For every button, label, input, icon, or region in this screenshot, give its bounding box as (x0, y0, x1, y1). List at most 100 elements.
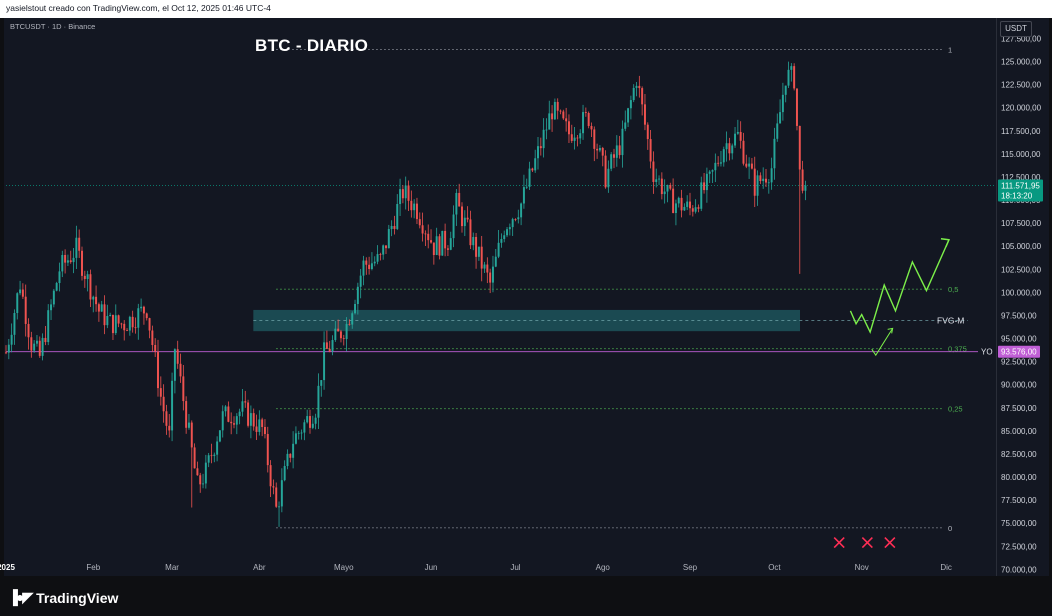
candle-body (16, 293, 19, 313)
candle-body (86, 274, 89, 280)
candle-body (638, 85, 641, 89)
candle-body (75, 237, 78, 258)
candle-body (30, 337, 33, 351)
currency-button[interactable]: USDT (1000, 21, 1032, 37)
candle-body (13, 312, 16, 335)
candle-body (669, 185, 672, 189)
candle-body (790, 66, 793, 70)
candle-body (514, 219, 517, 220)
candle-body (500, 239, 503, 243)
candle-body (418, 219, 421, 226)
candle-body (556, 101, 559, 111)
candle-body (309, 416, 311, 428)
candle-body (725, 143, 728, 150)
candle-body (508, 227, 511, 230)
candle-body (354, 303, 357, 314)
candle-body (719, 162, 722, 164)
candle-body (148, 318, 151, 331)
candle-body (269, 465, 272, 487)
candle-body (50, 304, 53, 311)
candle-body (27, 323, 30, 338)
cross-mark (833, 537, 845, 549)
candle-body (804, 185, 807, 191)
candle-body (469, 219, 472, 246)
candle-body (553, 101, 556, 120)
candle-body (618, 145, 621, 156)
candle-body (444, 230, 447, 249)
y-tick-label: 107.500,00 (1001, 219, 1042, 228)
candle-body (545, 129, 548, 131)
y-tick-label: 122.500,00 (1001, 81, 1042, 90)
candle-body (691, 208, 694, 212)
candle-body (109, 314, 112, 317)
candle-body (461, 206, 463, 227)
y-tick-label: 115.000,00 (1001, 150, 1041, 159)
candle-body (466, 217, 469, 220)
fvg-zone (253, 309, 801, 332)
candle-body (570, 134, 573, 141)
tradingview-logo-icon: ▐●◤ (8, 589, 33, 605)
candle-body (565, 118, 568, 122)
candle-body (69, 260, 72, 263)
candle-body (187, 422, 190, 428)
candle-body (247, 402, 250, 426)
candle-body (745, 163, 748, 167)
candle-body (621, 128, 624, 156)
candle-body (750, 163, 753, 169)
candle-body (660, 178, 663, 195)
candle-body (216, 441, 219, 455)
candle-body (455, 192, 458, 215)
candle-body (731, 145, 734, 154)
candle-body (432, 242, 435, 256)
candle-body (643, 104, 646, 125)
candle-body (47, 310, 50, 343)
candle-body (652, 161, 655, 182)
candle-body (705, 173, 708, 191)
candle-body (123, 323, 126, 331)
y-tick-label: 85.000,00 (1001, 427, 1037, 436)
candle-body (38, 340, 41, 356)
x-tick-label: Dic (940, 563, 952, 572)
candle-body (382, 245, 385, 255)
candle-body (734, 133, 737, 146)
candle-body (728, 143, 731, 154)
fib-level-label: 0,25 (948, 405, 963, 414)
candle-body (686, 201, 689, 207)
candle-body (92, 296, 95, 300)
tradingview-logo[interactable]: ▐●◤ TradingView (8, 589, 118, 606)
candle-body (672, 188, 675, 214)
y-tick-label: 112.500,00 (1001, 173, 1041, 182)
candle-body (663, 191, 666, 195)
candle-body (235, 416, 238, 425)
candle-body (300, 432, 303, 434)
yearly-open-price: 93.576,00 (1001, 348, 1037, 357)
candle-body (342, 338, 345, 340)
x-tick-label: Nov (855, 563, 869, 572)
y-tick-label: 125.000,00 (1001, 58, 1042, 67)
candle-body (773, 138, 776, 169)
candle-body (233, 423, 235, 425)
current-price-badge (998, 179, 1043, 202)
candle-body (582, 112, 585, 134)
chart-pane[interactable] (4, 18, 996, 576)
candle-body (446, 248, 449, 250)
candle-body (199, 475, 202, 485)
candle-body (503, 235, 506, 240)
y-tick-label: 90.000,00 (1001, 381, 1037, 390)
candle-body (204, 462, 207, 484)
candle-body (452, 214, 455, 239)
price-axis[interactable] (996, 18, 1049, 576)
candle-body (244, 401, 247, 403)
candle-body (365, 260, 368, 265)
candle-body (680, 197, 683, 211)
candle-body (458, 192, 461, 207)
candle-body (359, 275, 362, 287)
candle-body (576, 137, 579, 139)
candle-body (629, 100, 632, 109)
candle-body (289, 453, 292, 458)
chart-title: BTC - DIARIO (255, 36, 369, 55)
candle-body (703, 182, 706, 191)
candle-body (407, 185, 410, 201)
y-tick-label: 120.000,00 (1001, 104, 1042, 113)
